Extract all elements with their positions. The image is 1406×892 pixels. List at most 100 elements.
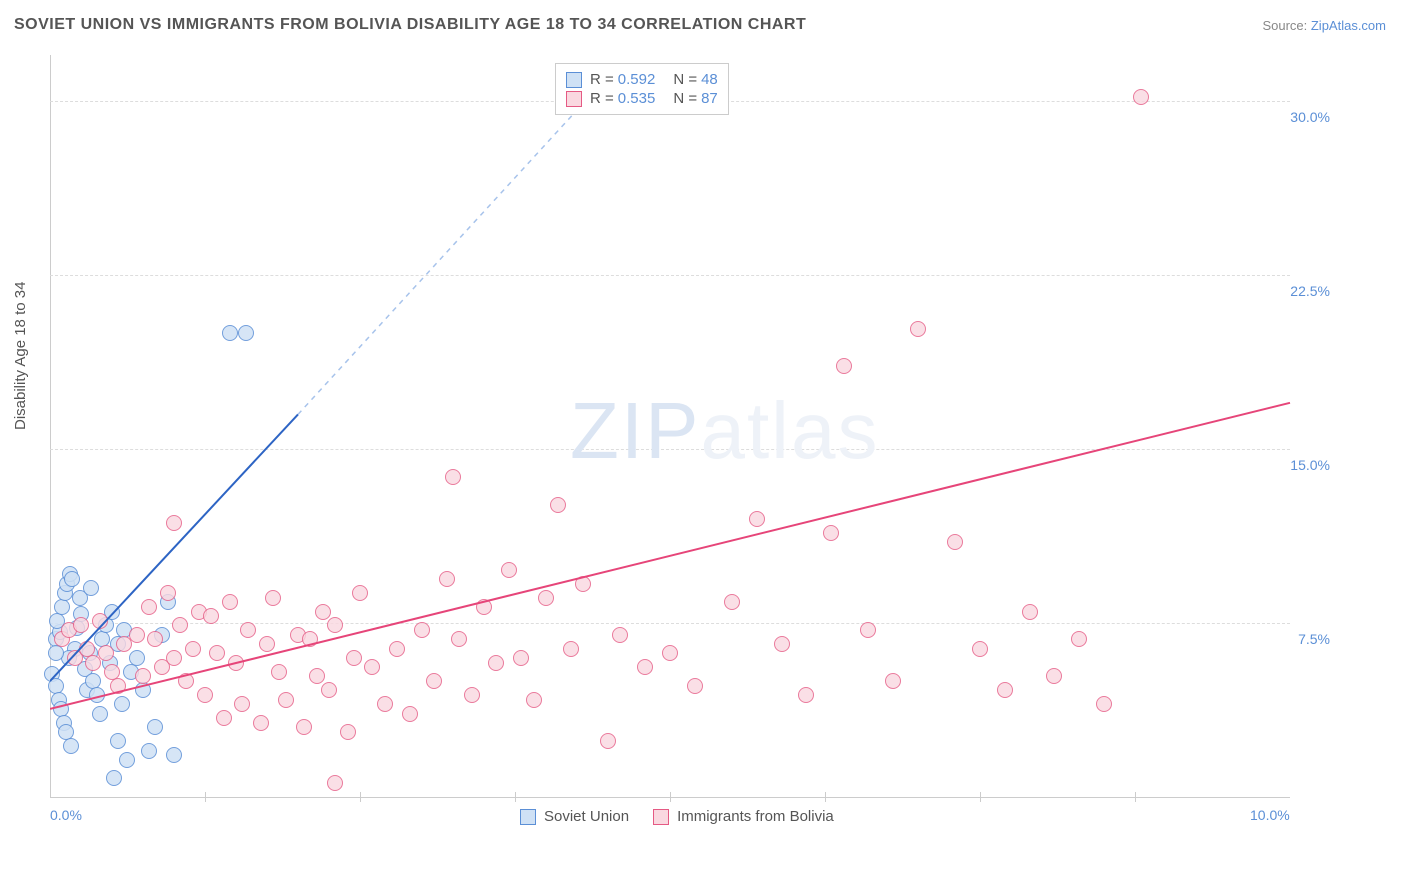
scatter-point-bolivia [209,645,225,661]
scatter-point-soviet [83,580,99,596]
r-label: R =0.592 [590,71,655,88]
x-tick-label: 10.0% [1250,807,1290,823]
x-minor-tick [515,792,516,802]
scatter-point-bolivia [910,321,926,337]
y-gridline [50,449,1290,450]
scatter-point-bolivia [1071,631,1087,647]
scatter-point-bolivia [687,678,703,694]
scatter-point-bolivia [997,682,1013,698]
legend-swatch [520,809,536,825]
scatter-point-bolivia [315,604,331,620]
scatter-point-bolivia [476,599,492,615]
x-minor-tick [360,792,361,802]
scatter-point-bolivia [501,562,517,578]
scatter-point-bolivia [414,622,430,638]
scatter-point-soviet [48,645,64,661]
x-minor-tick [205,792,206,802]
correlation-legend-row: R =0.592 N =48 [566,70,718,89]
legend-swatch [566,72,582,88]
x-minor-tick [670,792,671,802]
source-link[interactable]: ZipAtlas.com [1311,18,1386,33]
scatter-point-bolivia [1046,668,1062,684]
legend-swatch [566,91,582,107]
scatter-point-bolivia [203,608,219,624]
scatter-point-soviet [141,743,157,759]
scatter-point-bolivia [178,673,194,689]
scatter-point-bolivia [216,710,232,726]
scatter-point-bolivia [724,594,740,610]
scatter-point-soviet [64,571,80,587]
scatter-point-bolivia [271,664,287,680]
scatter-point-bolivia [364,659,380,675]
scatter-point-bolivia [129,627,145,643]
scatter-point-bolivia [222,594,238,610]
scatter-point-soviet [114,696,130,712]
scatter-point-bolivia [346,650,362,666]
scatter-point-soviet [166,747,182,763]
legend-swatch [653,809,669,825]
source-label: Source: [1262,18,1310,33]
scatter-point-bolivia [600,733,616,749]
series-legend: Soviet Union Immigrants from Bolivia [520,808,834,825]
scatter-point-bolivia [445,469,461,485]
scatter-point-bolivia [166,650,182,666]
scatter-point-bolivia [464,687,480,703]
scatter-point-bolivia [451,631,467,647]
scatter-point-soviet [89,687,105,703]
scatter-point-bolivia [972,641,988,657]
scatter-point-bolivia [110,678,126,694]
scatter-point-bolivia [296,719,312,735]
y-tick-label: 7.5% [1298,631,1330,647]
n-label: N =48 [663,71,717,88]
scatter-point-bolivia [135,668,151,684]
scatter-point-bolivia [389,641,405,657]
scatter-point-bolivia [98,645,114,661]
scatter-point-bolivia [321,682,337,698]
scatter-point-soviet [54,599,70,615]
scatter-point-soviet [119,752,135,768]
scatter-point-bolivia [1133,89,1149,105]
y-axis-label: Disability Age 18 to 34 [12,282,29,430]
y-tick-label: 30.0% [1290,109,1330,125]
scatter-point-bolivia [340,724,356,740]
scatter-point-bolivia [259,636,275,652]
scatter-point-bolivia [538,590,554,606]
scatter-point-bolivia [1022,604,1038,620]
scatter-point-bolivia [377,696,393,712]
y-gridline [50,275,1290,276]
legend-label: Soviet Union [544,808,629,825]
y-gridline [50,623,1290,624]
n-label: N =87 [663,90,717,107]
scatter-point-bolivia [141,599,157,615]
scatter-point-bolivia [302,631,318,647]
scatter-point-bolivia [172,617,188,633]
chart-plot-area: 7.5%15.0%22.5%30.0%0.0%10.0%ZIPatlas R =… [50,55,1340,825]
scatter-point-bolivia [662,645,678,661]
scatter-point-bolivia [265,590,281,606]
legend-label: Immigrants from Bolivia [677,808,834,825]
y-tick-label: 15.0% [1290,457,1330,473]
scatter-point-bolivia [774,636,790,652]
scatter-point-bolivia [526,692,542,708]
scatter-point-bolivia [637,659,653,675]
scatter-point-bolivia [426,673,442,689]
scatter-point-bolivia [73,617,89,633]
scatter-point-soviet [106,770,122,786]
scatter-point-soviet [135,682,151,698]
scatter-point-soviet [63,738,79,754]
scatter-point-soviet [147,719,163,735]
chart-title: SOVIET UNION VS IMMIGRANTS FROM BOLIVIA … [14,16,806,34]
scatter-point-bolivia [234,696,250,712]
scatter-point-bolivia [749,511,765,527]
scatter-point-bolivia [798,687,814,703]
y-tick-label: 22.5% [1290,283,1330,299]
series-legend-item: Immigrants from Bolivia [653,808,834,825]
scatter-point-bolivia [92,613,108,629]
scatter-point-bolivia [550,497,566,513]
scatter-point-bolivia [1096,696,1112,712]
series-legend-item: Soviet Union [520,808,629,825]
scatter-point-bolivia [147,631,163,647]
scatter-point-bolivia [488,655,504,671]
scatter-point-bolivia [253,715,269,731]
scatter-point-bolivia [160,585,176,601]
